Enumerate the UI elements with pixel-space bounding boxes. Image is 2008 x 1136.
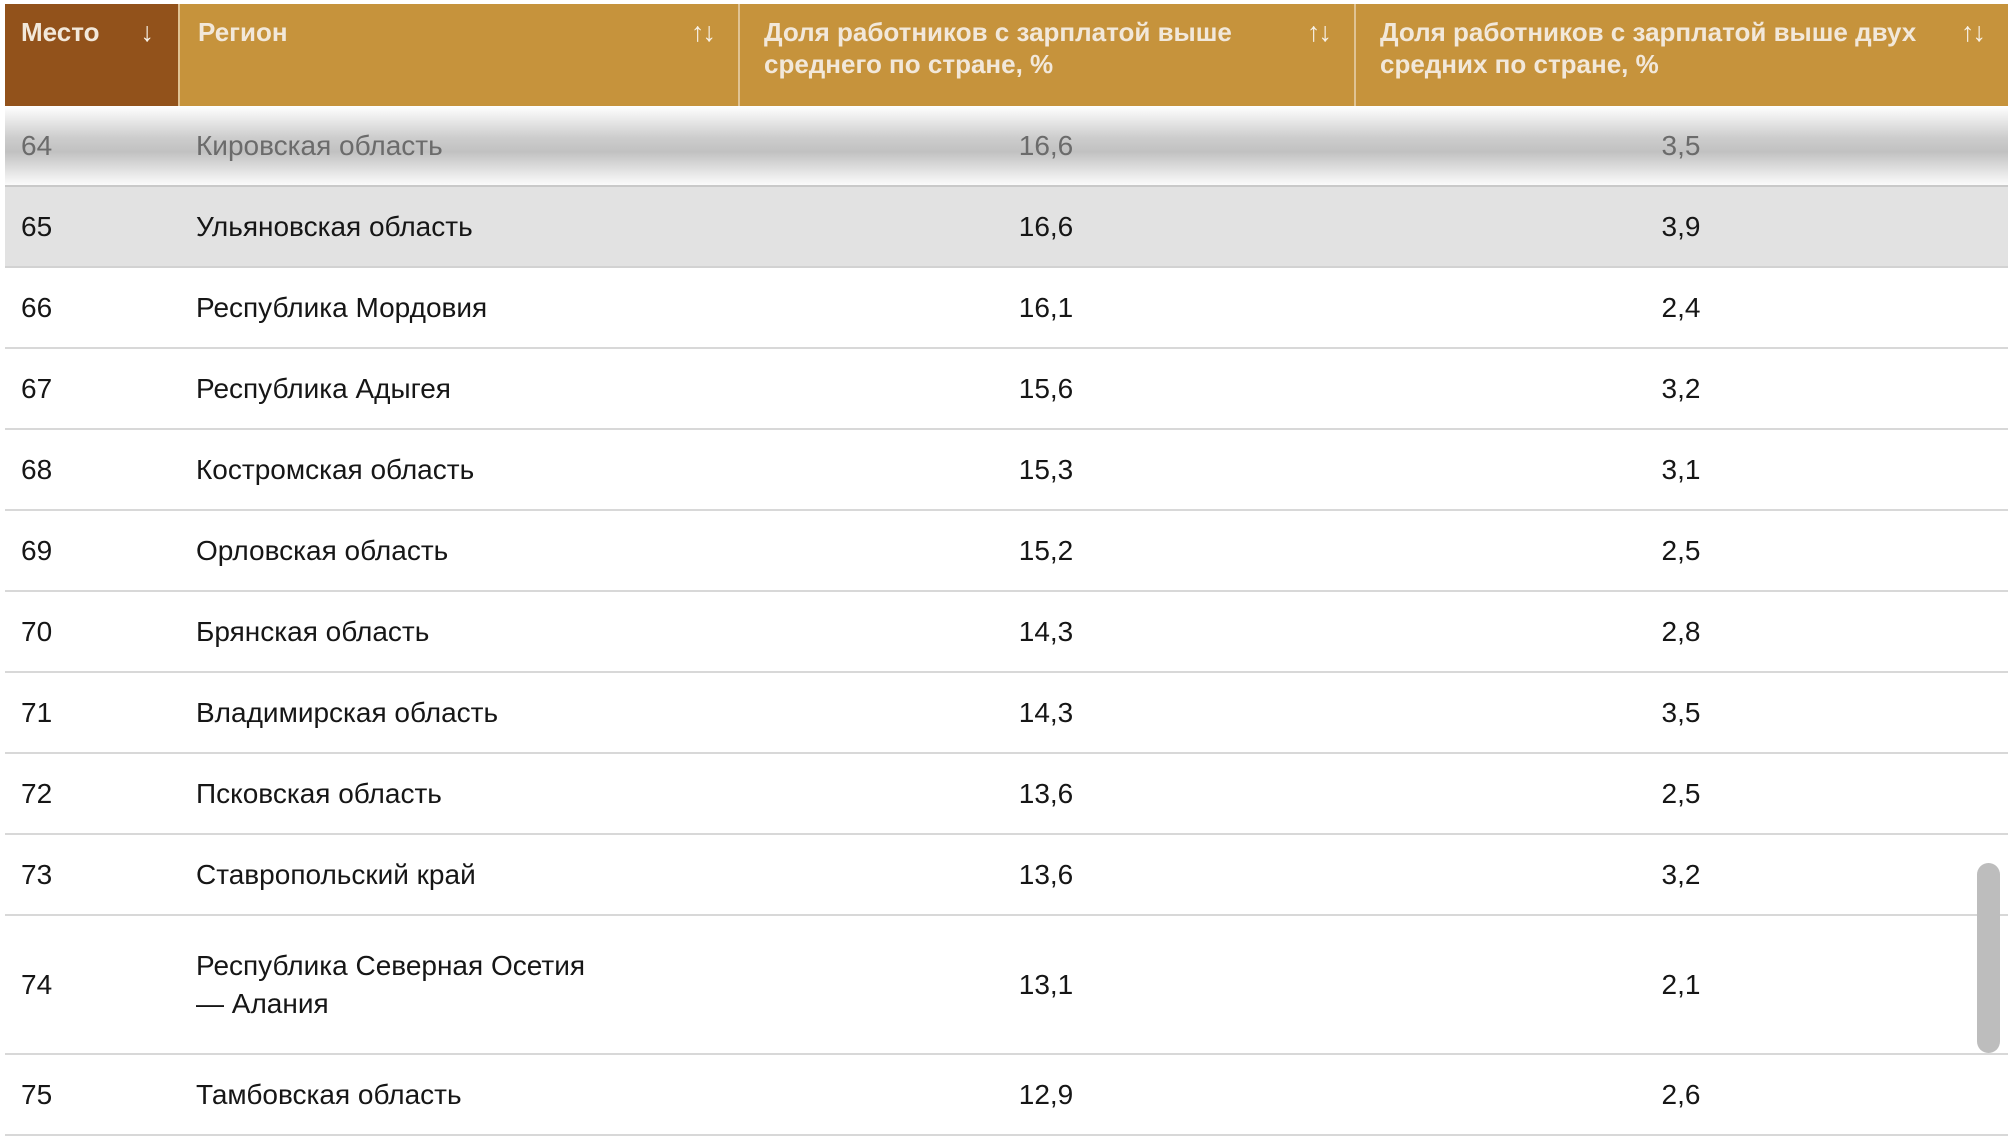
cell-place: 75 <box>21 1078 53 1110</box>
cell-share-above-two-averages: 2,4 <box>1661 291 1701 323</box>
cell-share-above-two-averages: 3,9 <box>1661 210 1701 242</box>
table-row: 73 Ставропольский край 13,6 3,2 <box>5 835 2008 916</box>
table-row: 69 Орловская область 15,2 2,5 <box>5 511 2008 592</box>
sort-desc-icon[interactable]: ↓ <box>140 17 154 47</box>
table-row: 75 Тамбовская область 12,9 2,6 <box>5 1055 2008 1136</box>
cell-share-above-two-averages: 2,5 <box>1661 534 1701 566</box>
table-row: 70 Брянская область 14,3 2,8 <box>5 592 2008 673</box>
cell-share-above-two-averages: 2,8 <box>1661 615 1701 647</box>
cell-region: Орловская область <box>196 534 449 566</box>
table-row: 64 Кировская область 16,6 3,5 <box>5 106 2008 187</box>
table-row: 67 Республика Адыгея 15,6 3,2 <box>5 349 2008 430</box>
cell-share-above-two-averages: 3,1 <box>1661 453 1701 485</box>
cell-region: Ульяновская область <box>196 210 473 242</box>
sort-both-icon[interactable]: ↑↓ <box>1307 17 1332 47</box>
table-row: 71 Владимирская область 14,3 3,5 <box>5 673 2008 754</box>
column-header-place[interactable]: Место ↓ <box>5 4 178 106</box>
sort-both-icon[interactable]: ↑↓ <box>691 17 716 47</box>
cell-place: 73 <box>21 858 53 890</box>
cell-share-above-two-averages: 3,2 <box>1661 372 1701 404</box>
sort-both-icon[interactable]: ↑↓ <box>1961 17 1986 47</box>
cell-share-above-two-averages: 2,1 <box>1661 968 1701 1000</box>
cell-place: 71 <box>21 696 53 728</box>
cell-place: 67 <box>21 372 53 404</box>
column-header-region-label: Регион <box>198 17 288 47</box>
cell-share-above-two-averages: 3,5 <box>1661 696 1701 728</box>
cell-region: Республика Адыгея <box>196 372 451 404</box>
cell-share-above-average: 14,3 <box>1018 696 1074 728</box>
cell-share-above-average: 16,6 <box>1018 129 1074 161</box>
cell-place: 66 <box>21 291 53 323</box>
cell-place: 64 <box>21 129 53 161</box>
column-header-place-label: Место <box>21 17 100 47</box>
table-header-row: Место ↓ Регион ↑↓ Доля работников с зарп… <box>5 4 2008 106</box>
cell-region: Республика Северная Осетия — Алания <box>196 949 585 1019</box>
table-row: 65 Ульяновская область 16,6 3,9 <box>5 187 2008 268</box>
cell-region: Кировская область <box>196 129 443 161</box>
vertical-scrollbar-thumb[interactable] <box>1977 863 2000 1053</box>
cell-share-above-two-averages: 3,5 <box>1661 129 1701 161</box>
cell-place: 74 <box>21 968 53 1000</box>
cell-place: 65 <box>21 210 53 242</box>
cell-place: 72 <box>21 777 53 809</box>
cell-share-above-average: 15,6 <box>1018 372 1074 404</box>
column-header-share-above-average-label: Доля работников с зарплатой выше среднег… <box>764 17 1232 79</box>
cell-share-above-average: 15,3 <box>1018 453 1074 485</box>
cell-region: Костромская область <box>196 453 475 485</box>
cell-region: Тамбовская область <box>196 1078 462 1110</box>
cell-share-above-average: 12,9 <box>1018 1078 1074 1110</box>
cell-place: 70 <box>21 615 53 647</box>
cell-place: 69 <box>21 534 53 566</box>
column-header-share-above-average[interactable]: Доля работников с зарплатой выше среднег… <box>738 4 1354 106</box>
cell-share-above-average: 16,1 <box>1018 291 1074 323</box>
cell-share-above-average: 15,2 <box>1018 534 1074 566</box>
cell-share-above-average: 13,6 <box>1018 858 1074 890</box>
table-body: 64 Кировская область 16,6 3,5 65 Ульянов… <box>5 106 2008 1136</box>
cell-place: 68 <box>21 453 53 485</box>
table-row: 66 Республика Мордовия 16,1 2,4 <box>5 268 2008 349</box>
cell-region: Владимирская область <box>196 696 499 728</box>
column-header-share-above-two-averages-label: Доля работников с зарплатой выше двух ср… <box>1380 17 1917 79</box>
table-row: 68 Костромская область 15,3 3,1 <box>5 430 2008 511</box>
cell-region: Ставропольский край <box>196 858 476 890</box>
cell-region: Псковская область <box>196 777 442 809</box>
table-row: 74 Республика Северная Осетия — Алания 1… <box>5 916 2008 1055</box>
cell-region: Республика Мордовия <box>196 291 488 323</box>
cell-share-above-average: 13,1 <box>1018 968 1074 1000</box>
column-header-region[interactable]: Регион ↑↓ <box>178 4 738 106</box>
cell-share-above-two-averages: 2,6 <box>1661 1078 1701 1110</box>
cell-share-above-two-averages: 3,2 <box>1661 858 1701 890</box>
regions-salary-table: Место ↓ Регион ↑↓ Доля работников с зарп… <box>5 4 2008 1136</box>
cell-share-above-average: 14,3 <box>1018 615 1074 647</box>
cell-region: Брянская область <box>196 615 430 647</box>
table-row: 72 Псковская область 13,6 2,5 <box>5 754 2008 835</box>
column-header-share-above-two-averages[interactable]: Доля работников с зарплатой выше двух ср… <box>1354 4 2008 106</box>
cell-share-above-average: 16,6 <box>1018 210 1074 242</box>
cell-share-above-two-averages: 2,5 <box>1661 777 1701 809</box>
cell-share-above-average: 13,6 <box>1018 777 1074 809</box>
